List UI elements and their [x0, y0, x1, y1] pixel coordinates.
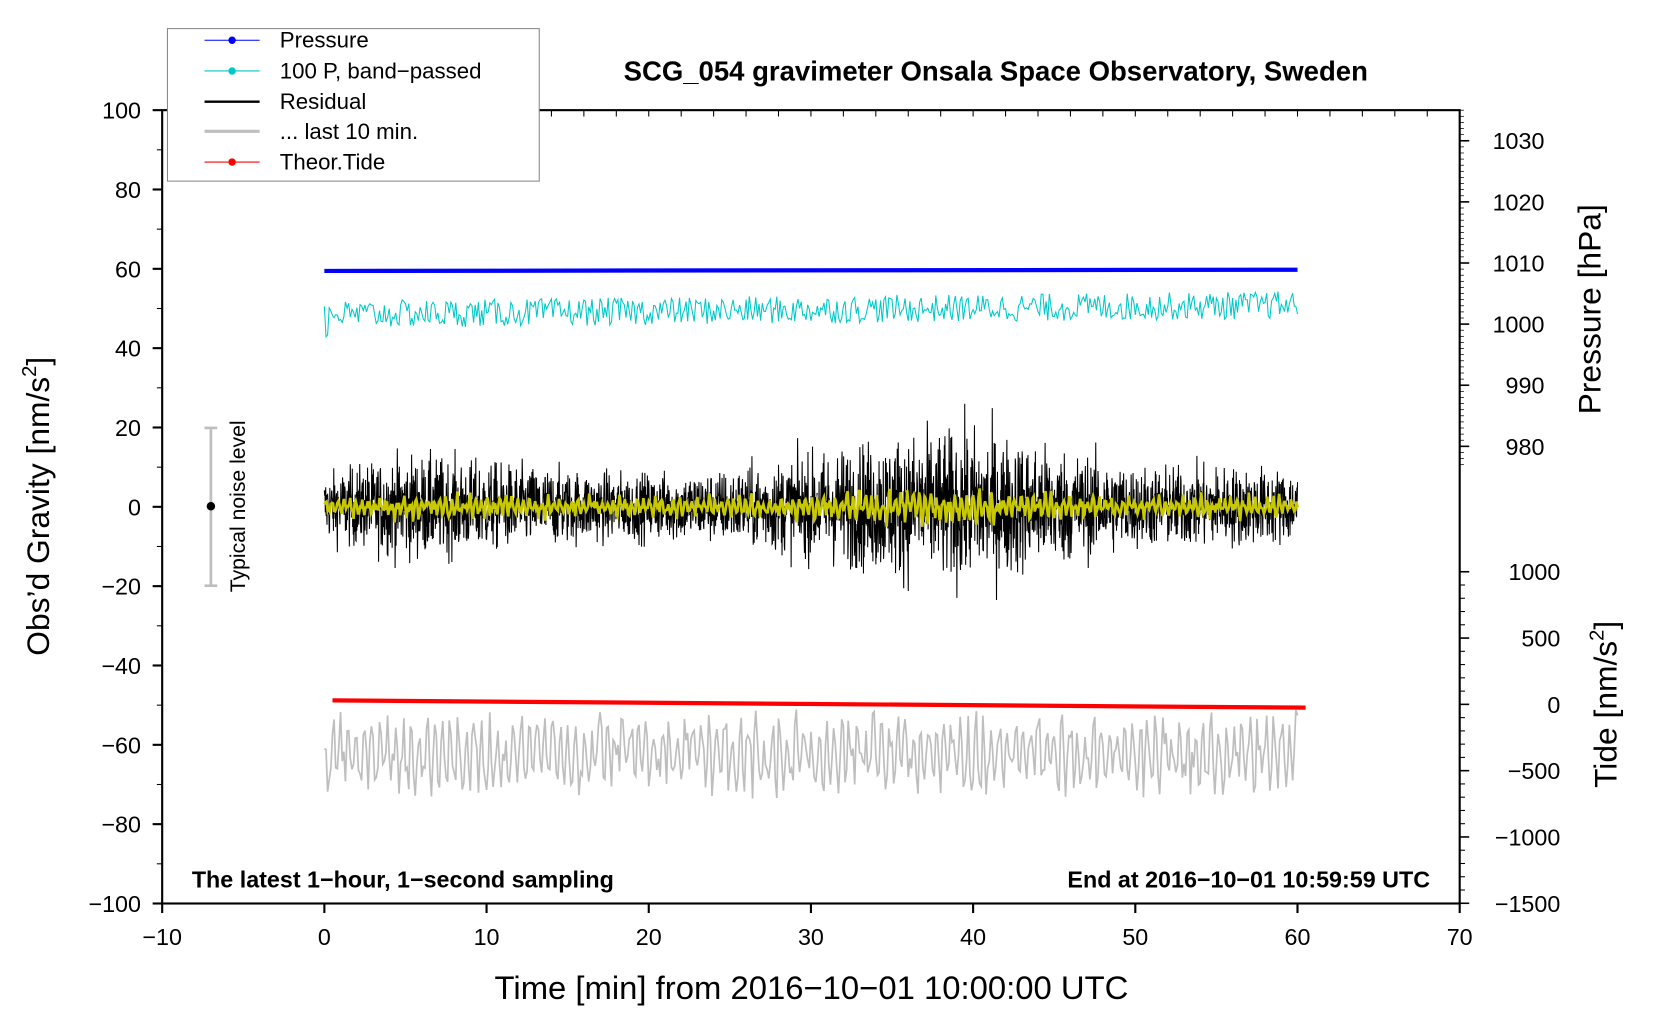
legend-label: ... last 10 min. — [280, 119, 418, 144]
tide-tick-label: −1500 — [1495, 891, 1560, 917]
x-tick-label: 40 — [960, 924, 986, 950]
legend-entry: ... last 10 min. — [204, 119, 418, 144]
residual-smoothed-series-line — [323, 488, 1299, 527]
y-tick-label: 40 — [115, 336, 141, 362]
x-tick-label: 20 — [636, 924, 662, 950]
pressure-tick-label: 1000 — [1493, 312, 1545, 338]
residual-last10-series-line — [323, 709, 1299, 799]
legend-entry: Residual — [204, 89, 367, 114]
tide-tick-label: −500 — [1508, 758, 1561, 784]
pressure-tick-label: 980 — [1506, 434, 1545, 460]
legend-label: Pressure — [280, 28, 369, 53]
x-tick-label: 50 — [1122, 924, 1148, 950]
y-tick-label: 100 — [102, 98, 141, 124]
x-tick-label: 60 — [1285, 924, 1311, 950]
legend-marker — [228, 158, 236, 166]
legend-box — [166, 28, 540, 182]
series-group — [323, 267, 1306, 799]
tide-series-line — [332, 698, 1306, 710]
x-tick-label: 0 — [318, 924, 331, 950]
noise-bar-center-dot — [206, 502, 216, 511]
y-axis-label: Obs’d Gravity [nm/s2] — [19, 357, 56, 656]
legend-marker — [228, 67, 236, 75]
y-tick-label: 0 — [128, 494, 141, 520]
legend-label: Residual — [280, 89, 367, 114]
pressure-tick-label: 1030 — [1493, 128, 1545, 154]
legend-entry: Theor.Tide — [204, 149, 385, 174]
legend-entry: 100 P, band−passed — [204, 58, 482, 83]
y-axis-label-main: Obs’d Gravity [nm/s — [20, 377, 56, 656]
x-axis-label: Time [min] from 2016−10−01 10:00:00 UTC — [495, 969, 1129, 1006]
pressure-tick-label: 1010 — [1493, 250, 1545, 276]
legend-label: Theor.Tide — [280, 149, 385, 174]
y-axis-label-end: ] — [20, 357, 56, 366]
tide-tick-label: 500 — [1521, 626, 1560, 652]
x-tick-label: 10 — [474, 924, 500, 950]
y-tick-label: 20 — [115, 415, 141, 441]
axis-ticks: −10 0 10 20 30 40 50 60 70100806040200−20−40−60−… — [89, 98, 1561, 950]
tide-tick-label: 0 — [1547, 692, 1560, 718]
pressure-axis-label: Pressure [hPa] — [1572, 204, 1608, 414]
x-tick-label: 70 — [1447, 924, 1473, 950]
x-tick-label: −10 — [142, 924, 182, 950]
annotation-sampling: The latest 1−hour, 1−second sampling — [192, 867, 614, 893]
pressure-tick-label: 990 — [1506, 373, 1545, 399]
chart-title: SCG_054 gravimeter Onsala Space Observat… — [624, 55, 1368, 86]
x-tick-label: 30 — [798, 924, 824, 950]
tide-axis-label-main: Tide [nm/s — [1587, 641, 1623, 788]
legend: Pressure 100 P, band−passed Residual ... la… — [166, 28, 540, 182]
y-tick-label: −100 — [89, 891, 142, 917]
noise-level-label: Typical noise level — [227, 420, 250, 592]
y-tick-label: −60 — [101, 732, 141, 758]
pressure-tick-label: 1020 — [1493, 189, 1545, 215]
tide-tick-label: 1000 — [1508, 559, 1560, 585]
noise-level-indicator: Typical noise level — [204, 420, 250, 592]
y-axis-label-sup: 2 — [19, 366, 41, 377]
y-tick-label: −20 — [101, 574, 141, 600]
legend-entry: Pressure — [204, 28, 369, 53]
annotation-end-time: End at 2016−10−01 10:59:59 UTC — [1067, 867, 1430, 893]
tide-axis-label-end: ] — [1587, 621, 1623, 630]
tide-tick-label: −1000 — [1495, 824, 1560, 850]
y-tick-label: 80 — [115, 177, 141, 203]
legend-marker — [228, 36, 236, 44]
tide-axis-label: Tide [nm/s2] — [1587, 621, 1624, 788]
y-tick-label: −40 — [101, 653, 141, 679]
tide-axis-label-sup: 2 — [1587, 630, 1609, 641]
bandpassed-pressure-series-line — [323, 290, 1299, 339]
residual-series-line — [323, 403, 1299, 601]
y-tick-label: 60 — [115, 256, 141, 282]
legend-label: 100 P, band−passed — [280, 58, 482, 83]
pressure-series-line — [324, 267, 1298, 274]
y-tick-label: −80 — [101, 812, 141, 838]
